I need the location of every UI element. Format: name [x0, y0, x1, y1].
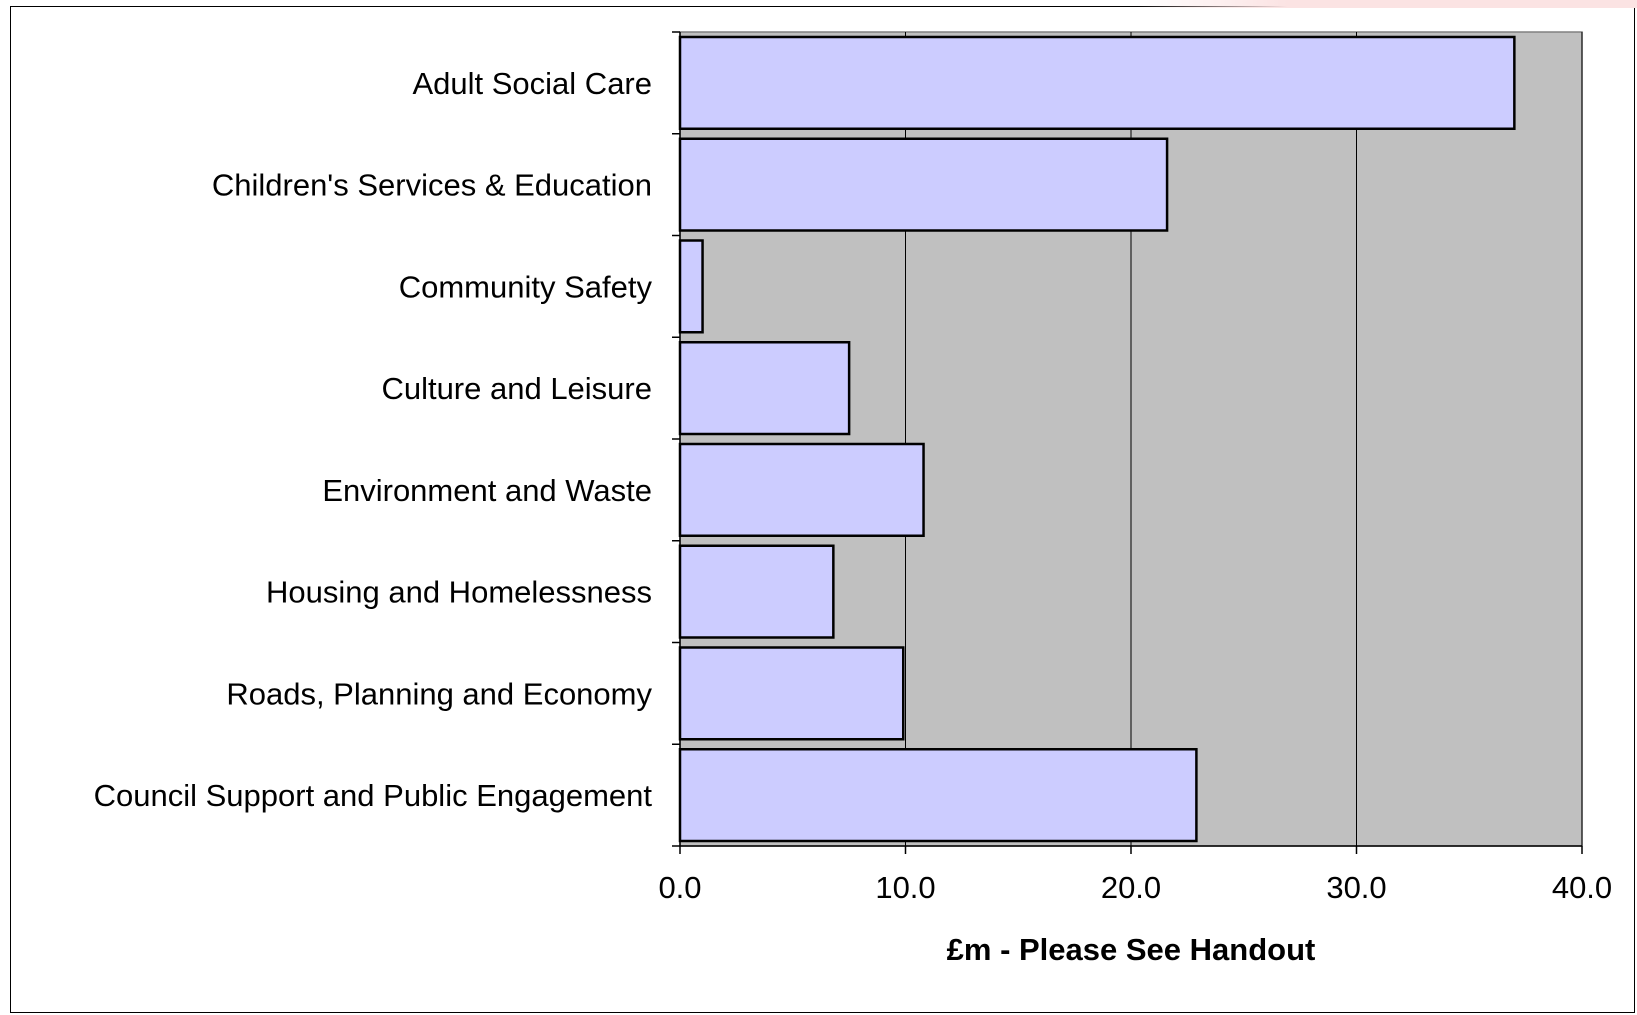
- bar-2: [678, 137, 1169, 232]
- category-label-4: Culture and Leisure: [381, 371, 652, 406]
- x-tick-label-0: 0.0: [658, 870, 701, 905]
- category-labels: Adult Social Care Children's Services & E…: [94, 66, 653, 813]
- bar-3: [678, 239, 704, 334]
- bar-8: [678, 748, 1198, 843]
- x-tick-label-3: 30.0: [1326, 870, 1386, 905]
- category-label-5: Environment and Waste: [322, 473, 652, 508]
- bar-1: [678, 35, 1516, 130]
- x-axis-tick-labels: 0.0 10.0 20.0 30.0 40.0: [658, 870, 1612, 905]
- category-label-1: Adult Social Care: [412, 66, 652, 101]
- bar-5: [678, 442, 925, 537]
- category-label-7: Roads, Planning and Economy: [226, 676, 652, 711]
- x-axis-ticks: [679, 846, 1583, 854]
- category-label-2: Children's Services & Education: [212, 168, 652, 203]
- bar-7: [678, 646, 905, 741]
- x-axis-title: £m - Please See Handout: [947, 932, 1316, 967]
- category-label-6: Housing and Homelessness: [266, 575, 652, 610]
- category-label-3: Community Safety: [399, 269, 653, 304]
- x-tick-label-2: 20.0: [1101, 870, 1161, 905]
- x-tick-label-1: 10.0: [875, 870, 935, 905]
- bar-4: [678, 341, 851, 436]
- bars: [678, 35, 1516, 843]
- category-label-8: Council Support and Public Engagement: [94, 778, 653, 813]
- x-tick-label-4: 40.0: [1552, 870, 1612, 905]
- corner-decoration: [1137, 0, 1637, 8]
- bar-6: [678, 544, 835, 639]
- category-ticks: [672, 31, 680, 847]
